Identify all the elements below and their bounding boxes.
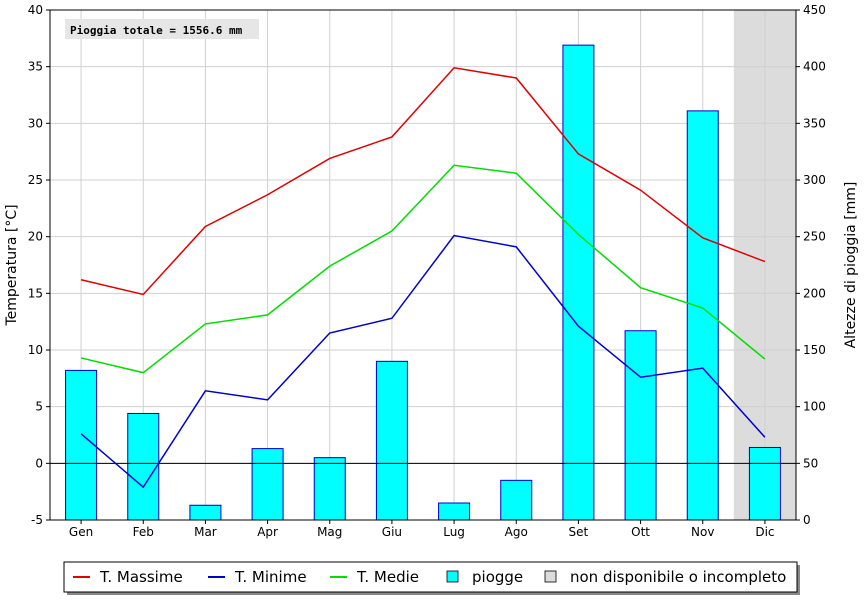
temperature-lines	[80, 66, 766, 489]
x-tick-label: Mag	[317, 525, 342, 539]
x-tick-label: Gen	[69, 525, 93, 539]
x-tick-label: Giu	[382, 525, 402, 539]
left-tick-label: 40	[28, 3, 43, 17]
right-tick-label: 450	[803, 3, 826, 17]
x-tick-label: Set	[569, 525, 589, 539]
rain-bar-set	[562, 44, 595, 521]
rain-bar-ago	[500, 479, 533, 521]
left-tick-label: 5	[35, 400, 43, 414]
left-axis-label: Temperatura [°C]	[4, 204, 20, 326]
right-tick-label: 0	[803, 513, 811, 527]
rain-bar-feb	[127, 412, 160, 521]
x-tick-label: Ago	[505, 525, 528, 539]
right-tick-label: 400	[803, 60, 826, 74]
left-tick-label: 15	[28, 286, 43, 300]
legend-label-4: non disponibile o incompleto	[570, 568, 786, 586]
rain-bar-nov	[686, 110, 719, 521]
right-tick-label: 150	[803, 343, 826, 357]
x-tick-label: Lug	[443, 525, 465, 539]
right-tick-label: 50	[803, 456, 818, 470]
right-axis-ticks: 0 50 100 150 200 250 300 350 400 450	[796, 3, 826, 527]
series-line-t-massime	[80, 66, 766, 296]
right-tick-label: 350	[803, 116, 826, 130]
rain-bar-mag	[313, 457, 346, 521]
rain-bar-mar	[189, 504, 222, 521]
right-tick-label: 250	[803, 230, 826, 244]
total-rain-annotation: Pioggia totale = 1556.6 mm	[70, 24, 243, 37]
rain-bar-ott	[624, 330, 657, 521]
left-tick-label: 20	[28, 230, 43, 244]
left-tick-label: 25	[28, 173, 43, 187]
series-line-t-minime	[80, 234, 766, 489]
rain-bar-gen	[65, 369, 98, 521]
right-axis-label: Altezze di pioggia [mm]	[843, 182, 859, 349]
rain-bar-giu	[375, 360, 408, 521]
series-line-t-medie	[80, 164, 766, 374]
x-tick-label: Feb	[133, 525, 154, 539]
left-tick-label: 30	[28, 116, 43, 130]
rain-bar-dic	[748, 446, 781, 521]
x-tick-label: Dic	[755, 525, 774, 539]
right-tick-label: 200	[803, 286, 826, 300]
x-tick-label: Mar	[194, 525, 217, 539]
left-tick-label: 10	[28, 343, 43, 357]
legend: T. Massime T. Minime T. Medie piogge non dis…	[63, 561, 800, 595]
right-tick-label: 100	[803, 400, 826, 414]
x-axis-ticks: Gen Feb Mar Apr Mag Giu Lug Ago Set Ott Nov Dic	[69, 520, 775, 539]
plot-frame	[49, 9, 797, 521]
legend-swatch-4	[544, 570, 557, 583]
legend-label-3: piogge	[472, 568, 523, 586]
left-tick-label: -5	[31, 513, 43, 527]
right-tick-label: 300	[803, 173, 826, 187]
x-tick-label: Ott	[631, 525, 650, 539]
rain-bars	[65, 44, 781, 521]
left-tick-label: 0	[35, 456, 43, 470]
legend-swatch-3	[446, 570, 459, 583]
x-tick-label: Nov	[691, 525, 714, 539]
legend-box	[63, 561, 798, 593]
grid	[50, 9, 796, 521]
rain-bar-lug	[438, 502, 471, 521]
legend-label-0: T. Massime	[99, 568, 183, 586]
left-axis-ticks: -5 0 5 10 15 20 25 30 35 40	[28, 3, 50, 527]
x-tick-label: Apr	[257, 525, 278, 539]
legend-label-1: T. Minime	[234, 568, 307, 586]
annotation-box	[65, 19, 259, 39]
legend-label-2: T. Medie	[356, 568, 419, 586]
left-tick-label: 35	[28, 60, 43, 74]
rain-bar-apr	[251, 448, 284, 521]
